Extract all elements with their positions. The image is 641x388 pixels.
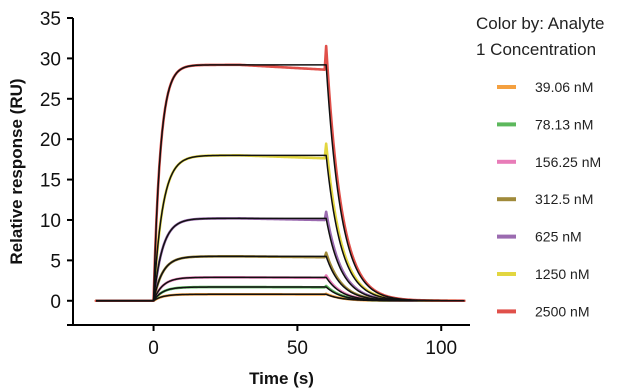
y-tick-label: 20 — [40, 130, 61, 151]
legend: Color by: Analyte 1 Concentration 39.06 nM… — [476, 14, 605, 319]
series-layer — [94, 44, 466, 303]
legend-label: 78.13 nM — [535, 116, 593, 132]
x-tick-label: 0 — [148, 338, 159, 359]
legend-label: 156.25 nM — [535, 154, 601, 170]
fit-curve-3 — [96, 276, 465, 302]
legend-swatch — [497, 159, 516, 164]
legend-swatch — [497, 85, 516, 89]
y-tick-label: 25 — [40, 90, 61, 111]
y-tick-label: 5 — [50, 251, 61, 272]
legend-label: 312.5 nM — [535, 191, 593, 207]
fit-curve-7 — [96, 64, 465, 302]
x-tick-label: 50 — [287, 338, 308, 359]
y-tick-label: 35 — [40, 9, 61, 30]
legend-label: 625 nM — [535, 229, 582, 245]
y-tick-label: 10 — [40, 211, 61, 232]
legend-label: 2500 nM — [535, 303, 589, 319]
axes-layer: 0 5 10 15 20 25 30 35 0 50 100 Time (s) Relative res… — [7, 9, 470, 388]
legend-swatch — [497, 272, 516, 276]
x-tick-label: 100 — [425, 338, 457, 359]
legend-swatch — [497, 197, 516, 202]
legend-title-line1: Color by: Analyte — [476, 14, 605, 33]
legend-swatch — [497, 234, 516, 239]
fit-layer — [96, 64, 465, 302]
legend-label: 1250 nM — [535, 266, 589, 282]
x-axis-title: Time (s) — [249, 369, 314, 388]
legend-title-line2: 1 Concentration — [476, 40, 596, 59]
legend-swatch — [497, 309, 516, 314]
y-tick-label: 15 — [40, 171, 61, 192]
legend-swatch — [497, 122, 516, 127]
series-curve-7 — [94, 44, 466, 303]
fit-curve-6 — [96, 154, 465, 302]
y-tick-label: 0 — [50, 292, 61, 313]
y-axis-title: Relative response (RU) — [7, 78, 26, 264]
y-tick-label: 30 — [40, 49, 61, 70]
legend-label: 39.06 nM — [535, 79, 593, 95]
